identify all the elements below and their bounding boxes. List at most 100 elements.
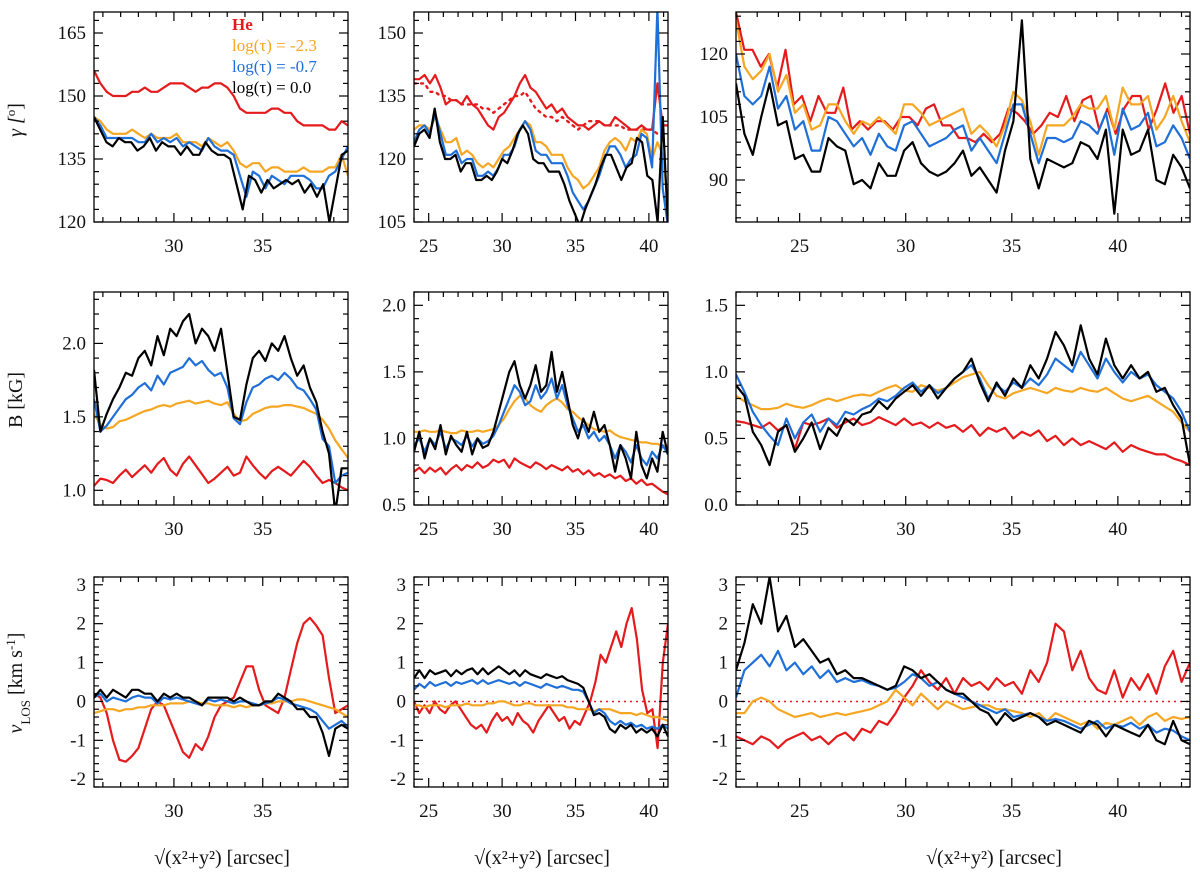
y-tick-label: 2 [719,614,729,635]
series-group [414,350,668,496]
x-tick-label: 35 [253,236,272,257]
y-tick-label: 1 [397,653,407,674]
legend-tau-00: log(τ) = 0.0 [232,78,311,97]
y-tick-label: 1.5 [62,407,86,428]
y-tick-label: 1.5 [382,362,406,383]
x-tick-label: 25 [419,801,438,822]
x-tick-label: 30 [164,236,183,257]
ticks [94,292,348,506]
series-line-log-2-3 [414,394,668,448]
y-tick-label: 3 [397,575,407,596]
series-line-he [94,455,348,492]
legend-he: He [232,15,253,34]
x-tick-label: 35 [1002,519,1021,540]
ylabel-vlos: vLOS [km s-1] [3,633,33,734]
y-tick-label: 120 [58,212,87,233]
series-group [414,606,668,750]
series-line-log-0-0 [94,312,348,505]
panel-r0-c2: 25 30 35 40 90 105 120 [700,11,1191,257]
x-tick-label: 35 [253,801,272,822]
x-tick-label: 40 [639,236,658,257]
series-line-log-2-3 [736,20,1190,156]
y-tick-label: 0 [397,691,407,712]
y-tick-label: 1 [77,653,87,674]
series-group [736,324,1190,467]
legend: He log(τ) = -2.3 log(τ) = -0.7 log(τ) = … [232,15,317,97]
x-tick-label: 40 [1108,519,1127,540]
y-tick-label: 0.5 [382,495,406,516]
series-line-log-0-0 [736,19,1190,215]
y-tick-label: 2 [397,614,407,635]
x-tick-label: 30 [896,236,915,257]
panel-r0-c0: 30 35 120 135 150 165 [58,11,349,257]
y-tick-label: 3 [719,575,729,596]
panel-r0-c1: 25 30 35 40 105 120 135 150 [378,11,669,257]
panel-frame [93,11,349,223]
series-group [94,616,348,763]
series-group [94,70,348,222]
y-tick-label: 135 [58,149,87,170]
y-tick-label: -1 [390,730,406,751]
x-tick-label: 40 [639,519,658,540]
y-tick-label: -1 [70,730,86,751]
ticks [413,12,668,223]
series-line-log-0-0 [736,577,1190,746]
series-line-he-dotted [414,82,668,136]
x-tick-label: 25 [790,236,809,257]
panel-r2-c2: 25 30 35 40 -2 -1 0 1 2 3 [712,575,1191,822]
series-line-log-0-7 [736,53,1190,165]
y-tick-label: 165 [58,23,87,44]
y-tick-label: -2 [390,769,406,790]
y-tick-label: 0 [77,691,87,712]
y-tick-label: 105 [378,212,407,233]
y-tick-label: -2 [70,769,86,790]
panel-frame [93,576,349,788]
series-line-log-0-0 [736,324,1190,467]
series-line-log-0-0 [414,665,668,738]
y-tick-label: 0.0 [704,495,728,516]
y-tick-label: -1 [712,730,728,751]
x-tick-label: 30 [493,519,512,540]
series-line-log-2-3 [414,115,668,202]
x-tick-label: 35 [566,519,585,540]
y-tick-label: 150 [58,86,87,107]
y-tick-label: 135 [378,86,407,107]
series-line-he [414,73,668,131]
series-line-log-0-7 [94,692,348,730]
panel-frame [735,576,1191,788]
series-group [94,312,348,505]
series-line-log-0-0 [414,107,668,222]
x-tick-label: 40 [639,801,658,822]
x-tick-label: 25 [419,519,438,540]
series-line-log-0-7 [414,377,668,467]
y-tick-label: 2 [77,614,87,635]
y-tick-label: 120 [700,44,729,65]
y-tick-label: 1.5 [704,295,728,316]
y-tick-label: 0 [719,691,729,712]
y-tick-label: 120 [378,149,407,170]
panel-frame [413,11,669,223]
panel-r2-c0: 30 35 -2 -1 0 1 2 3 [70,575,349,822]
ticks [94,12,348,223]
y-tick-label: 90 [709,170,728,191]
ticks [413,576,668,788]
series-line-log-0-7 [414,12,668,222]
series-line-he [736,622,1190,750]
panel-frame [413,576,669,788]
series-line-he [414,457,668,496]
x-tick-label: 30 [896,519,915,540]
x-tick-label: 35 [566,801,585,822]
y-tick-label: -2 [712,769,728,790]
panel-r1-c2: 25 30 35 40 0.0 0.5 1.0 1.5 [704,291,1191,540]
y-tick-label: 3 [77,575,87,596]
series-line-log-0-0 [414,350,668,480]
y-tick-label: 0.5 [704,428,728,449]
y-tick-label: 105 [700,107,729,128]
legend-tau-m07: log(τ) = -0.7 [232,57,317,76]
series-line-log-0-0 [94,688,348,758]
panel-frame [93,291,349,506]
x-tick-label: 25 [419,236,438,257]
x-tick-label: 30 [164,519,183,540]
y-tick-label: 2.0 [382,295,406,316]
